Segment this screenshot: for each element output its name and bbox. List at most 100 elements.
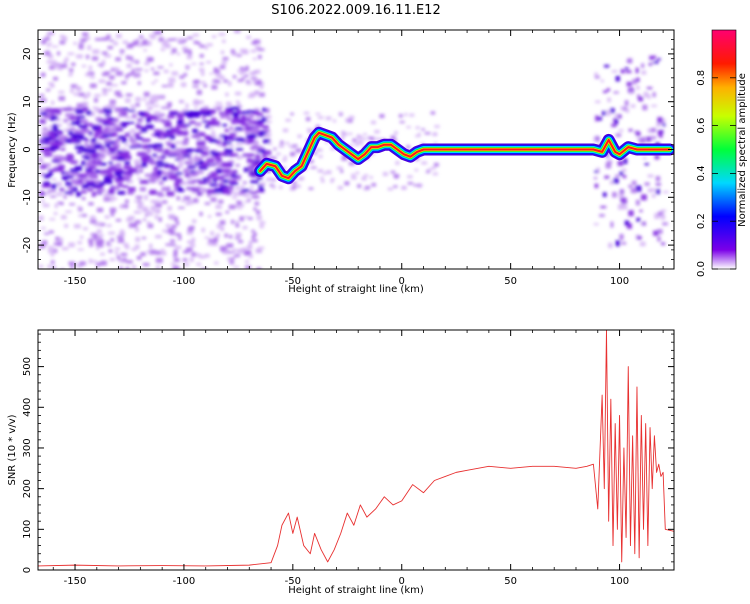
spectrogram-cell [114,124,122,128]
spectrogram-cell [41,227,46,230]
spectrogram-cell [257,246,265,250]
spectrogram-cell [222,57,229,61]
spectrogram-cell [119,110,128,114]
spectrogram-cell [43,192,51,196]
spectrogram-cell [65,138,72,144]
spectrogram-cell [204,202,211,205]
spectrogram-cell [660,209,667,212]
spectrogram-cell [53,212,58,215]
spectrogram-cell [255,142,260,148]
spectrogram-cell [621,241,627,245]
spectrogram-cell [199,255,206,259]
spectrogram-cell [276,152,281,156]
spectrogram-cell [220,249,225,252]
spectrogram-cell [393,174,400,178]
spectrogram-cell [241,68,246,74]
spectrogram-cell [82,106,88,111]
spectrogram-cell [177,38,184,43]
spectrogram-cell [117,155,125,161]
spectrogram-cell [154,111,161,117]
spectrogram-cell [251,239,258,243]
spectrogram-cell [170,243,176,247]
spectrogram-cell [148,124,154,129]
spectrogram-cell [78,214,83,217]
figure-title: S106.2022.009.16.11.E12 [271,3,440,18]
snr-panel: -150 -100 -50 0 50 100 0 100 200 300 400 500 Height… [7,329,675,596]
spectrogram-cell [255,154,261,159]
spectrogram-cell [115,57,121,62]
spectrogram-cell [187,157,194,161]
spectrogram-cell [200,108,209,112]
spectrogram-cell [47,264,52,269]
spectrogram-cell [251,41,257,45]
spectrogram-cell [68,130,73,136]
spectrogram-cell [170,262,176,266]
spectrogram-cell [45,107,52,110]
spectrogram-cell [235,119,245,124]
spectrogram-cell [181,108,189,112]
spectrogram-cell [66,105,72,110]
spectrogram-cell [104,126,111,132]
spectrogram-cell [94,158,100,163]
spectrogram-cell [51,100,55,105]
spectrogram-cell [155,257,163,263]
spectrogram-cell [370,136,375,141]
spectrogram-cell [165,129,173,134]
y-tick-label: 10 [22,95,33,108]
spectrogram-cell [115,138,121,142]
spectrogram-cell [169,110,178,114]
spectrogram-cell [216,107,221,111]
spectrogram-cell [39,120,46,124]
spectrogram-cell [291,185,297,189]
spectrogram-cell [212,79,220,82]
spectrogram-cell [187,240,195,244]
spectrogram-cell [202,120,209,123]
spectrogram-cell [92,106,97,110]
spectrogram-cell [119,205,125,209]
spectrogram-cell [225,172,230,177]
spectrogram-cell [75,176,81,181]
spectrogram-cell [113,152,119,155]
spectrogram-cell [248,153,255,157]
spectrogram-cell [108,249,113,253]
x-tick-label: 0 [399,276,405,287]
spectrogram-cell [622,168,627,173]
spectrogram-cell [107,167,115,171]
spectrogram-cell [75,86,80,90]
spectrogram-cell [657,130,663,136]
spectrogram-cell [108,243,112,247]
spectrogram-cell [320,179,325,183]
spectrogram-cell [160,248,165,253]
spectrogram-cell [168,150,178,155]
spectrogram-cell [123,242,129,247]
spectrogram-cell [149,189,157,195]
spectrogram-cell [110,194,114,199]
spectrogram-cell [41,184,51,188]
spectrogram-cell [192,219,197,224]
spectrogram-cell [61,175,69,181]
spectrogram-cell [156,156,164,160]
spectrogram-cell [228,179,237,184]
spectrogram-cell [330,179,334,183]
spectrogram-cell [194,157,203,162]
spectrogram-cell [251,235,256,239]
spectrogram-cell [186,148,193,153]
spectrogram-cell [215,161,220,165]
spectrogram-cell [176,52,181,56]
spectrogram-cell [174,182,180,187]
spectrogram-cell [146,40,152,46]
spectrogram-cell [236,111,244,114]
spectrogram-cell [211,130,216,136]
spectrogram-cell [149,243,153,249]
spectrogram-cell [162,229,169,233]
spectrogram-cell [107,46,113,50]
spectrogram-cell [149,98,154,102]
spectrogram-cell [83,180,89,183]
spectrogram-cell [635,199,640,206]
spectrogram-cell [230,153,238,157]
spectrogram-cell [185,202,190,206]
spectrogram-cell [261,150,266,154]
spectrogram-cell [111,84,118,87]
spectrogram-cell [50,116,58,120]
spectrogram-cell [56,130,63,134]
